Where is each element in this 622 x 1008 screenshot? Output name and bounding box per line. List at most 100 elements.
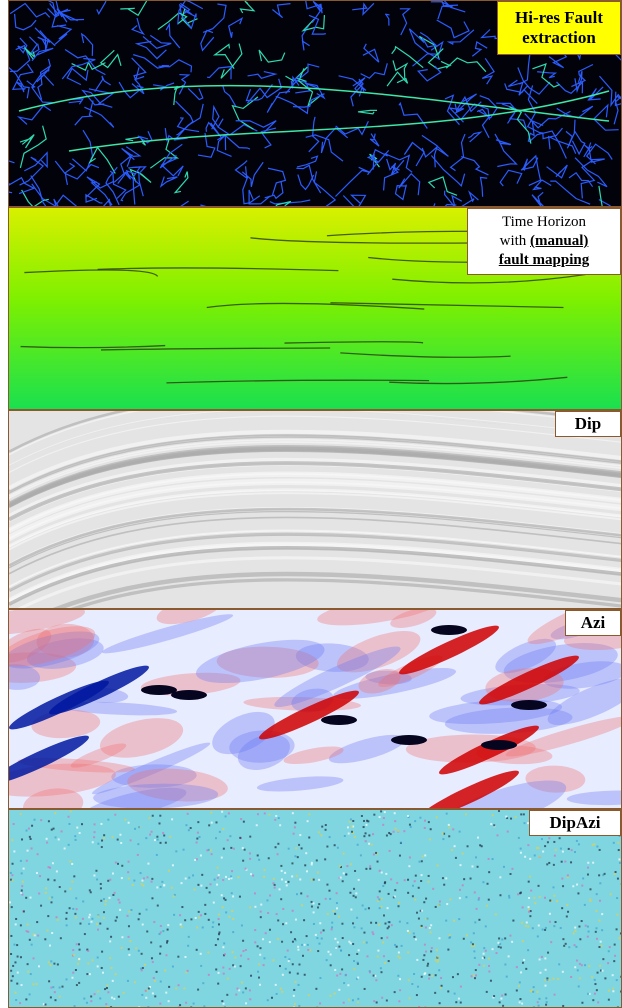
noise-dot <box>319 1002 321 1004</box>
noise-dot <box>599 900 601 902</box>
noise-dot <box>309 949 311 951</box>
noise-dot <box>516 966 518 968</box>
noise-dot <box>184 956 186 958</box>
noise-dot <box>168 1000 170 1002</box>
noise-dot <box>99 997 101 999</box>
noise-dot <box>199 836 201 838</box>
noise-dot <box>555 849 557 851</box>
noise-dot <box>97 957 99 959</box>
noise-dot <box>221 857 223 859</box>
noise-dot <box>109 879 111 881</box>
noise-dot <box>254 941 256 943</box>
noise-dot <box>499 943 501 945</box>
noise-dot <box>442 833 444 835</box>
noise-dot <box>294 938 296 940</box>
azi-core <box>511 700 547 710</box>
noise-dot <box>477 866 479 868</box>
noise-dot <box>599 920 601 922</box>
noise-dot <box>97 915 99 917</box>
noise-dot <box>431 975 433 977</box>
noise-dot <box>27 850 29 852</box>
noise-dot <box>225 911 227 913</box>
noise-dot <box>418 918 420 920</box>
noise-dot <box>113 998 115 1000</box>
noise-dot <box>368 843 370 845</box>
noise-dot <box>528 906 530 908</box>
noise-dot <box>435 906 437 908</box>
noise-dot <box>96 878 98 880</box>
noise-dot <box>23 868 25 870</box>
noise-dot <box>587 862 589 864</box>
noise-dot <box>458 918 460 920</box>
noise-dot <box>378 898 380 900</box>
noise-dot <box>618 858 620 860</box>
noise-dot <box>298 844 300 846</box>
noise-dot <box>254 929 256 931</box>
noise-dot <box>520 852 522 854</box>
noise-dot <box>301 904 303 906</box>
noise-dot <box>334 913 336 915</box>
noise-dot <box>218 918 220 920</box>
noise-dot <box>185 1002 187 1004</box>
noise-dot <box>74 835 76 837</box>
noise-dot <box>245 949 247 951</box>
noise-dot <box>368 834 370 836</box>
noise-dot <box>370 922 372 924</box>
noise-dot <box>585 925 587 927</box>
noise-dot <box>121 865 123 867</box>
noise-dot <box>437 961 439 963</box>
noise-dot <box>296 893 298 895</box>
noise-dot <box>181 906 183 908</box>
noise-dot <box>140 872 142 874</box>
noise-dot <box>407 892 409 894</box>
noise-dot <box>156 854 158 856</box>
noise-dot <box>66 912 68 914</box>
noise-dot <box>229 835 231 837</box>
noise-dot <box>121 947 123 949</box>
noise-dot <box>151 878 153 880</box>
noise-dot <box>295 981 297 983</box>
noise-dot <box>435 959 437 961</box>
noise-dot <box>279 824 281 826</box>
noise-dot <box>75 969 77 971</box>
noise-dot <box>478 919 480 921</box>
noise-dot <box>209 891 211 893</box>
noise-dot <box>354 836 356 838</box>
noise-dot <box>467 845 469 847</box>
noise-dot <box>278 817 280 819</box>
noise-dot <box>232 918 234 920</box>
noise-dot <box>107 928 109 930</box>
noise-dot <box>529 858 531 860</box>
noise-dot <box>56 870 58 872</box>
noise-dot <box>448 835 450 837</box>
noise-dot <box>416 994 418 996</box>
noise-dot <box>190 918 192 920</box>
noise-dot <box>66 924 68 926</box>
noise-dot <box>297 949 299 951</box>
noise-dot <box>82 900 84 902</box>
noise-dot <box>244 849 246 851</box>
noise-dot <box>293 833 295 835</box>
noise-dot <box>218 933 220 935</box>
noise-dot <box>128 954 130 956</box>
noise-dot <box>86 1002 88 1004</box>
noise-dot <box>119 834 121 836</box>
noise-dot <box>119 902 121 904</box>
noise-dot <box>394 896 396 898</box>
noise-dot <box>428 974 430 976</box>
noise-dot <box>372 933 374 935</box>
noise-dot <box>81 823 83 825</box>
noise-dot <box>254 906 256 908</box>
noise-dot <box>372 931 374 933</box>
noise-dot <box>61 986 63 988</box>
noise-dot <box>134 828 136 830</box>
noise-dot <box>184 919 186 921</box>
noise-dot <box>596 927 598 929</box>
noise-dot <box>134 981 136 983</box>
noise-dot <box>399 978 401 980</box>
noise-dot <box>437 956 439 958</box>
noise-dot <box>10 953 12 955</box>
noise-dot <box>564 861 566 863</box>
noise-dot <box>94 823 96 825</box>
noise-dot <box>245 1002 247 1004</box>
